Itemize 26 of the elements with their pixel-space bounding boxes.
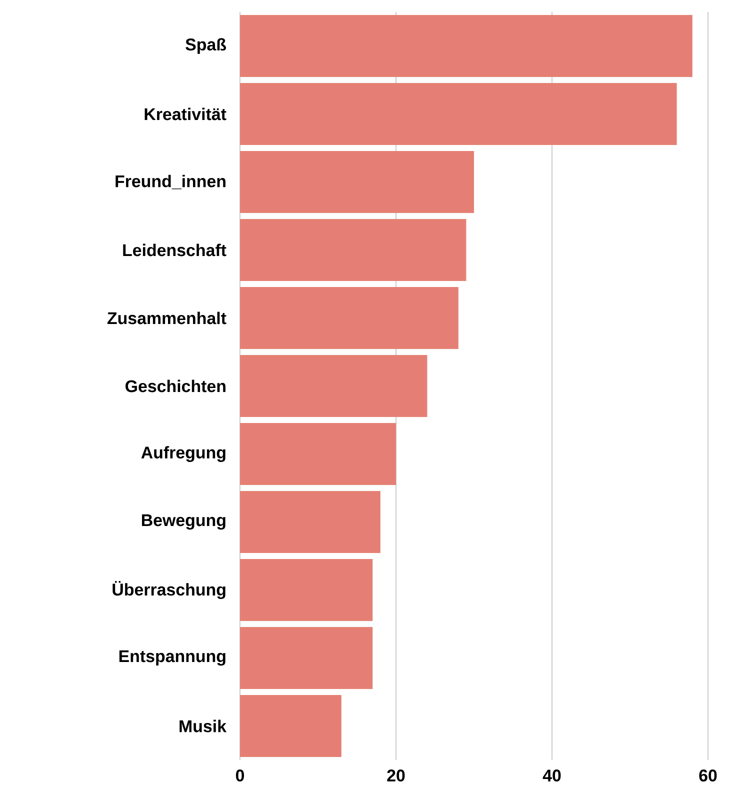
bar (240, 355, 428, 418)
y-tick-label: Spaß (186, 38, 226, 54)
bar (240, 559, 373, 622)
y-tick-label: Zusammenhalt (107, 312, 226, 324)
y-tick-label: Bewegung (142, 514, 226, 530)
y-tick-label: Freund_innen (116, 174, 226, 190)
y-tick-label: Aufregung (141, 446, 226, 462)
bar (240, 219, 466, 282)
x-tick-label: 0 (236, 770, 244, 782)
y-tick-label: Geschichten (126, 380, 226, 392)
y-tick-label: Kreativität (144, 108, 226, 120)
bar (240, 695, 342, 758)
bar (240, 627, 373, 690)
y-tick-label: Überraschung (112, 580, 226, 600)
bar (240, 83, 677, 145)
bar (240, 423, 396, 486)
x-tick-label: 60 (699, 770, 717, 782)
x-tick-label: 40 (542, 770, 561, 782)
bar (240, 151, 474, 214)
bar (240, 491, 380, 554)
y-tick-label: Entspannung (119, 650, 226, 666)
bar (240, 15, 692, 77)
y-tick-label: Leidenschaft (123, 244, 226, 256)
x-tick-label: 20 (387, 770, 405, 782)
y-tick-label: Musik (180, 720, 226, 732)
bar (240, 287, 458, 350)
